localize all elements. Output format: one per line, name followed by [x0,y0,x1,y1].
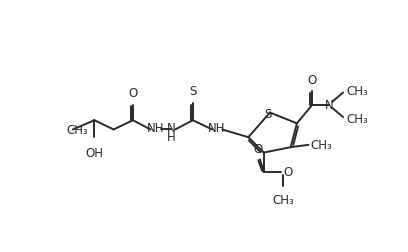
Text: O: O [283,166,292,179]
Text: O: O [253,142,262,155]
Text: CH₃: CH₃ [66,123,88,136]
Text: CH₃: CH₃ [346,85,368,98]
Text: NH: NH [208,122,226,135]
Text: N: N [325,99,334,112]
Text: H: H [167,130,176,143]
Text: CH₃: CH₃ [346,113,368,126]
Text: O: O [308,74,317,87]
Text: N: N [167,121,176,134]
Text: NH: NH [146,122,164,135]
Text: S: S [189,85,197,98]
Text: CH₃: CH₃ [310,139,332,152]
Text: S: S [265,107,272,120]
Text: CH₃: CH₃ [272,194,294,207]
Text: O: O [128,86,137,99]
Text: OH: OH [85,146,103,159]
